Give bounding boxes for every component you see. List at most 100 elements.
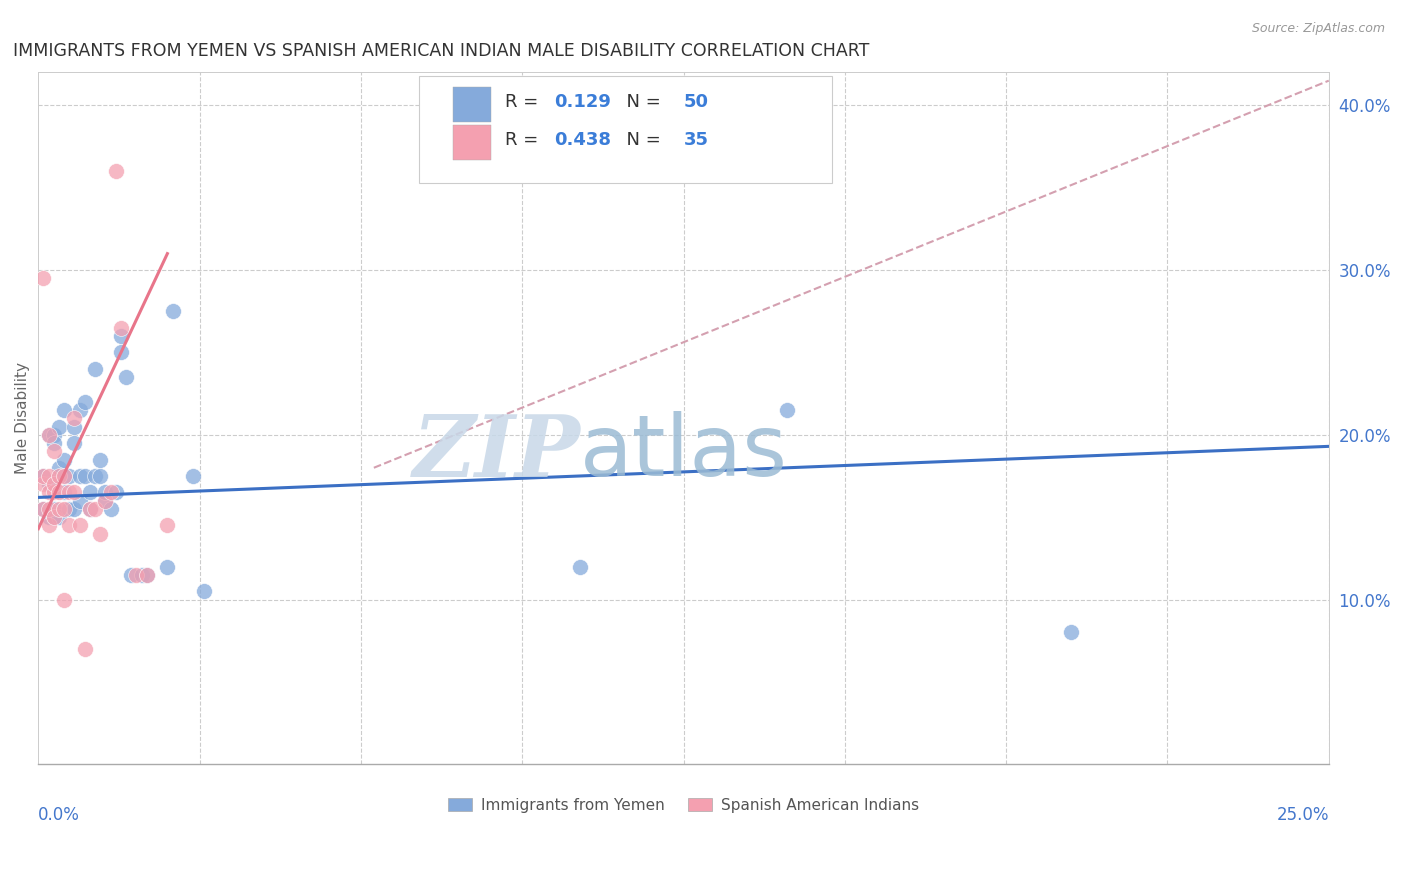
FancyBboxPatch shape bbox=[419, 76, 832, 183]
Point bbox=[115, 370, 138, 384]
Text: ZIP: ZIP bbox=[412, 411, 581, 495]
Point bbox=[38, 510, 60, 524]
Point bbox=[162, 304, 184, 318]
Point bbox=[48, 469, 70, 483]
Point bbox=[42, 444, 65, 458]
Point bbox=[94, 485, 117, 500]
Point bbox=[53, 592, 76, 607]
Point bbox=[100, 502, 122, 516]
Point bbox=[84, 502, 107, 516]
Point bbox=[69, 493, 91, 508]
Point bbox=[38, 485, 60, 500]
Point bbox=[89, 526, 111, 541]
Text: 25.0%: 25.0% bbox=[1277, 805, 1329, 824]
Point bbox=[63, 502, 86, 516]
Legend: Immigrants from Yemen, Spanish American Indians: Immigrants from Yemen, Spanish American … bbox=[441, 791, 925, 819]
Point bbox=[48, 419, 70, 434]
Point bbox=[131, 567, 153, 582]
Point bbox=[53, 469, 76, 483]
Point bbox=[84, 469, 107, 483]
Point bbox=[69, 403, 91, 417]
Point bbox=[104, 485, 127, 500]
Point bbox=[48, 502, 70, 516]
Text: N =: N = bbox=[616, 93, 666, 112]
Point bbox=[110, 320, 132, 334]
Text: 50: 50 bbox=[683, 93, 709, 112]
Text: 0.438: 0.438 bbox=[554, 131, 612, 149]
Point bbox=[32, 502, 55, 516]
Point bbox=[58, 469, 80, 483]
Point bbox=[94, 493, 117, 508]
Point bbox=[38, 477, 60, 491]
Point bbox=[63, 419, 86, 434]
Point bbox=[125, 567, 148, 582]
Point bbox=[89, 469, 111, 483]
Text: 0.129: 0.129 bbox=[554, 93, 612, 112]
Point bbox=[38, 518, 60, 533]
Point bbox=[69, 518, 91, 533]
Point bbox=[48, 469, 70, 483]
Point bbox=[776, 403, 799, 417]
Point bbox=[110, 329, 132, 343]
Text: IMMIGRANTS FROM YEMEN VS SPANISH AMERICAN INDIAN MALE DISABILITY CORRELATION CHA: IMMIGRANTS FROM YEMEN VS SPANISH AMERICA… bbox=[13, 42, 869, 60]
Point bbox=[42, 510, 65, 524]
Point bbox=[53, 469, 76, 483]
Point bbox=[94, 493, 117, 508]
Point bbox=[32, 469, 55, 483]
Point bbox=[100, 485, 122, 500]
Point bbox=[120, 567, 142, 582]
Point bbox=[38, 427, 60, 442]
Point bbox=[63, 436, 86, 450]
Point bbox=[48, 510, 70, 524]
Point bbox=[32, 477, 55, 491]
Point bbox=[569, 559, 592, 574]
Y-axis label: Male Disability: Male Disability bbox=[15, 362, 30, 475]
Point bbox=[79, 502, 101, 516]
Point bbox=[48, 460, 70, 475]
Point bbox=[181, 469, 204, 483]
Point bbox=[38, 427, 60, 442]
Point bbox=[135, 567, 157, 582]
Point bbox=[1060, 625, 1083, 640]
Point bbox=[84, 362, 107, 376]
FancyBboxPatch shape bbox=[453, 125, 491, 160]
FancyBboxPatch shape bbox=[453, 87, 491, 121]
Point bbox=[73, 395, 96, 409]
Point bbox=[79, 485, 101, 500]
Point bbox=[38, 469, 60, 483]
Point bbox=[193, 584, 215, 599]
Text: 0.0%: 0.0% bbox=[38, 805, 80, 824]
Text: R =: R = bbox=[506, 93, 544, 112]
Text: R =: R = bbox=[506, 131, 544, 149]
Point bbox=[104, 164, 127, 178]
Point bbox=[32, 502, 55, 516]
Point bbox=[32, 469, 55, 483]
Point bbox=[73, 469, 96, 483]
Point bbox=[53, 485, 76, 500]
Text: 35: 35 bbox=[683, 131, 709, 149]
Point bbox=[48, 485, 70, 500]
Point bbox=[58, 518, 80, 533]
Text: atlas: atlas bbox=[581, 411, 789, 494]
Point bbox=[73, 642, 96, 657]
Point bbox=[42, 510, 65, 524]
Point bbox=[42, 477, 65, 491]
Text: Source: ZipAtlas.com: Source: ZipAtlas.com bbox=[1251, 22, 1385, 36]
Text: N =: N = bbox=[616, 131, 666, 149]
Point bbox=[156, 518, 179, 533]
Point bbox=[42, 427, 65, 442]
Point bbox=[58, 485, 80, 500]
Point bbox=[156, 559, 179, 574]
Point bbox=[58, 502, 80, 516]
Point bbox=[53, 452, 76, 467]
Point bbox=[42, 485, 65, 500]
Point bbox=[53, 403, 76, 417]
Point bbox=[42, 502, 65, 516]
Point bbox=[42, 436, 65, 450]
Point bbox=[63, 485, 86, 500]
Point bbox=[38, 502, 60, 516]
Point bbox=[69, 469, 91, 483]
Point bbox=[53, 502, 76, 516]
Point bbox=[110, 345, 132, 359]
Point bbox=[89, 452, 111, 467]
